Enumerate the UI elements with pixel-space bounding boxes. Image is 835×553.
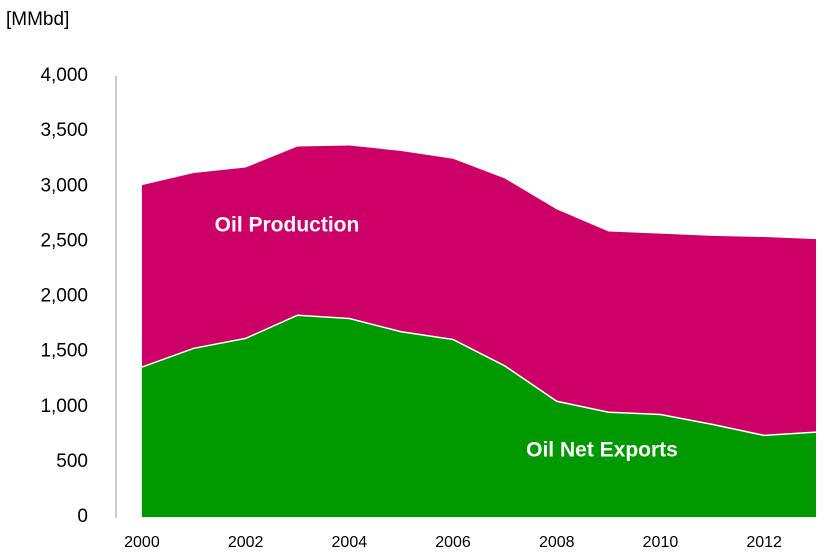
y-tick-label: 3,000 — [40, 175, 88, 196]
x-tick-label: 2002 — [228, 534, 264, 551]
area-edge — [141, 314, 817, 437]
y-tick-label: 4,000 — [40, 65, 88, 86]
y-tick-label: 1,000 — [40, 396, 88, 417]
y-tick-label: 3,500 — [40, 120, 88, 141]
y-axis-label: [MMbd] — [6, 9, 69, 30]
y-tick-label: 0 — [77, 506, 88, 527]
y-tick-label: 1,500 — [40, 341, 88, 362]
x-tick-label: 2012 — [746, 534, 782, 551]
y-tick-label: 2,000 — [40, 286, 88, 307]
x-tick-label: 2000 — [124, 534, 160, 551]
x-tick-label: 2004 — [332, 534, 368, 551]
x-tick-label: 2010 — [643, 534, 679, 551]
x-tick-label: 2008 — [539, 534, 575, 551]
area — [141, 315, 817, 517]
x-tick-label: 2006 — [435, 534, 471, 551]
y-tick-label: 2,500 — [40, 230, 88, 251]
series-label: Oil Production — [215, 214, 360, 237]
y-tick-label: 500 — [56, 451, 88, 472]
series-label: Oil Net Exports — [526, 439, 678, 462]
